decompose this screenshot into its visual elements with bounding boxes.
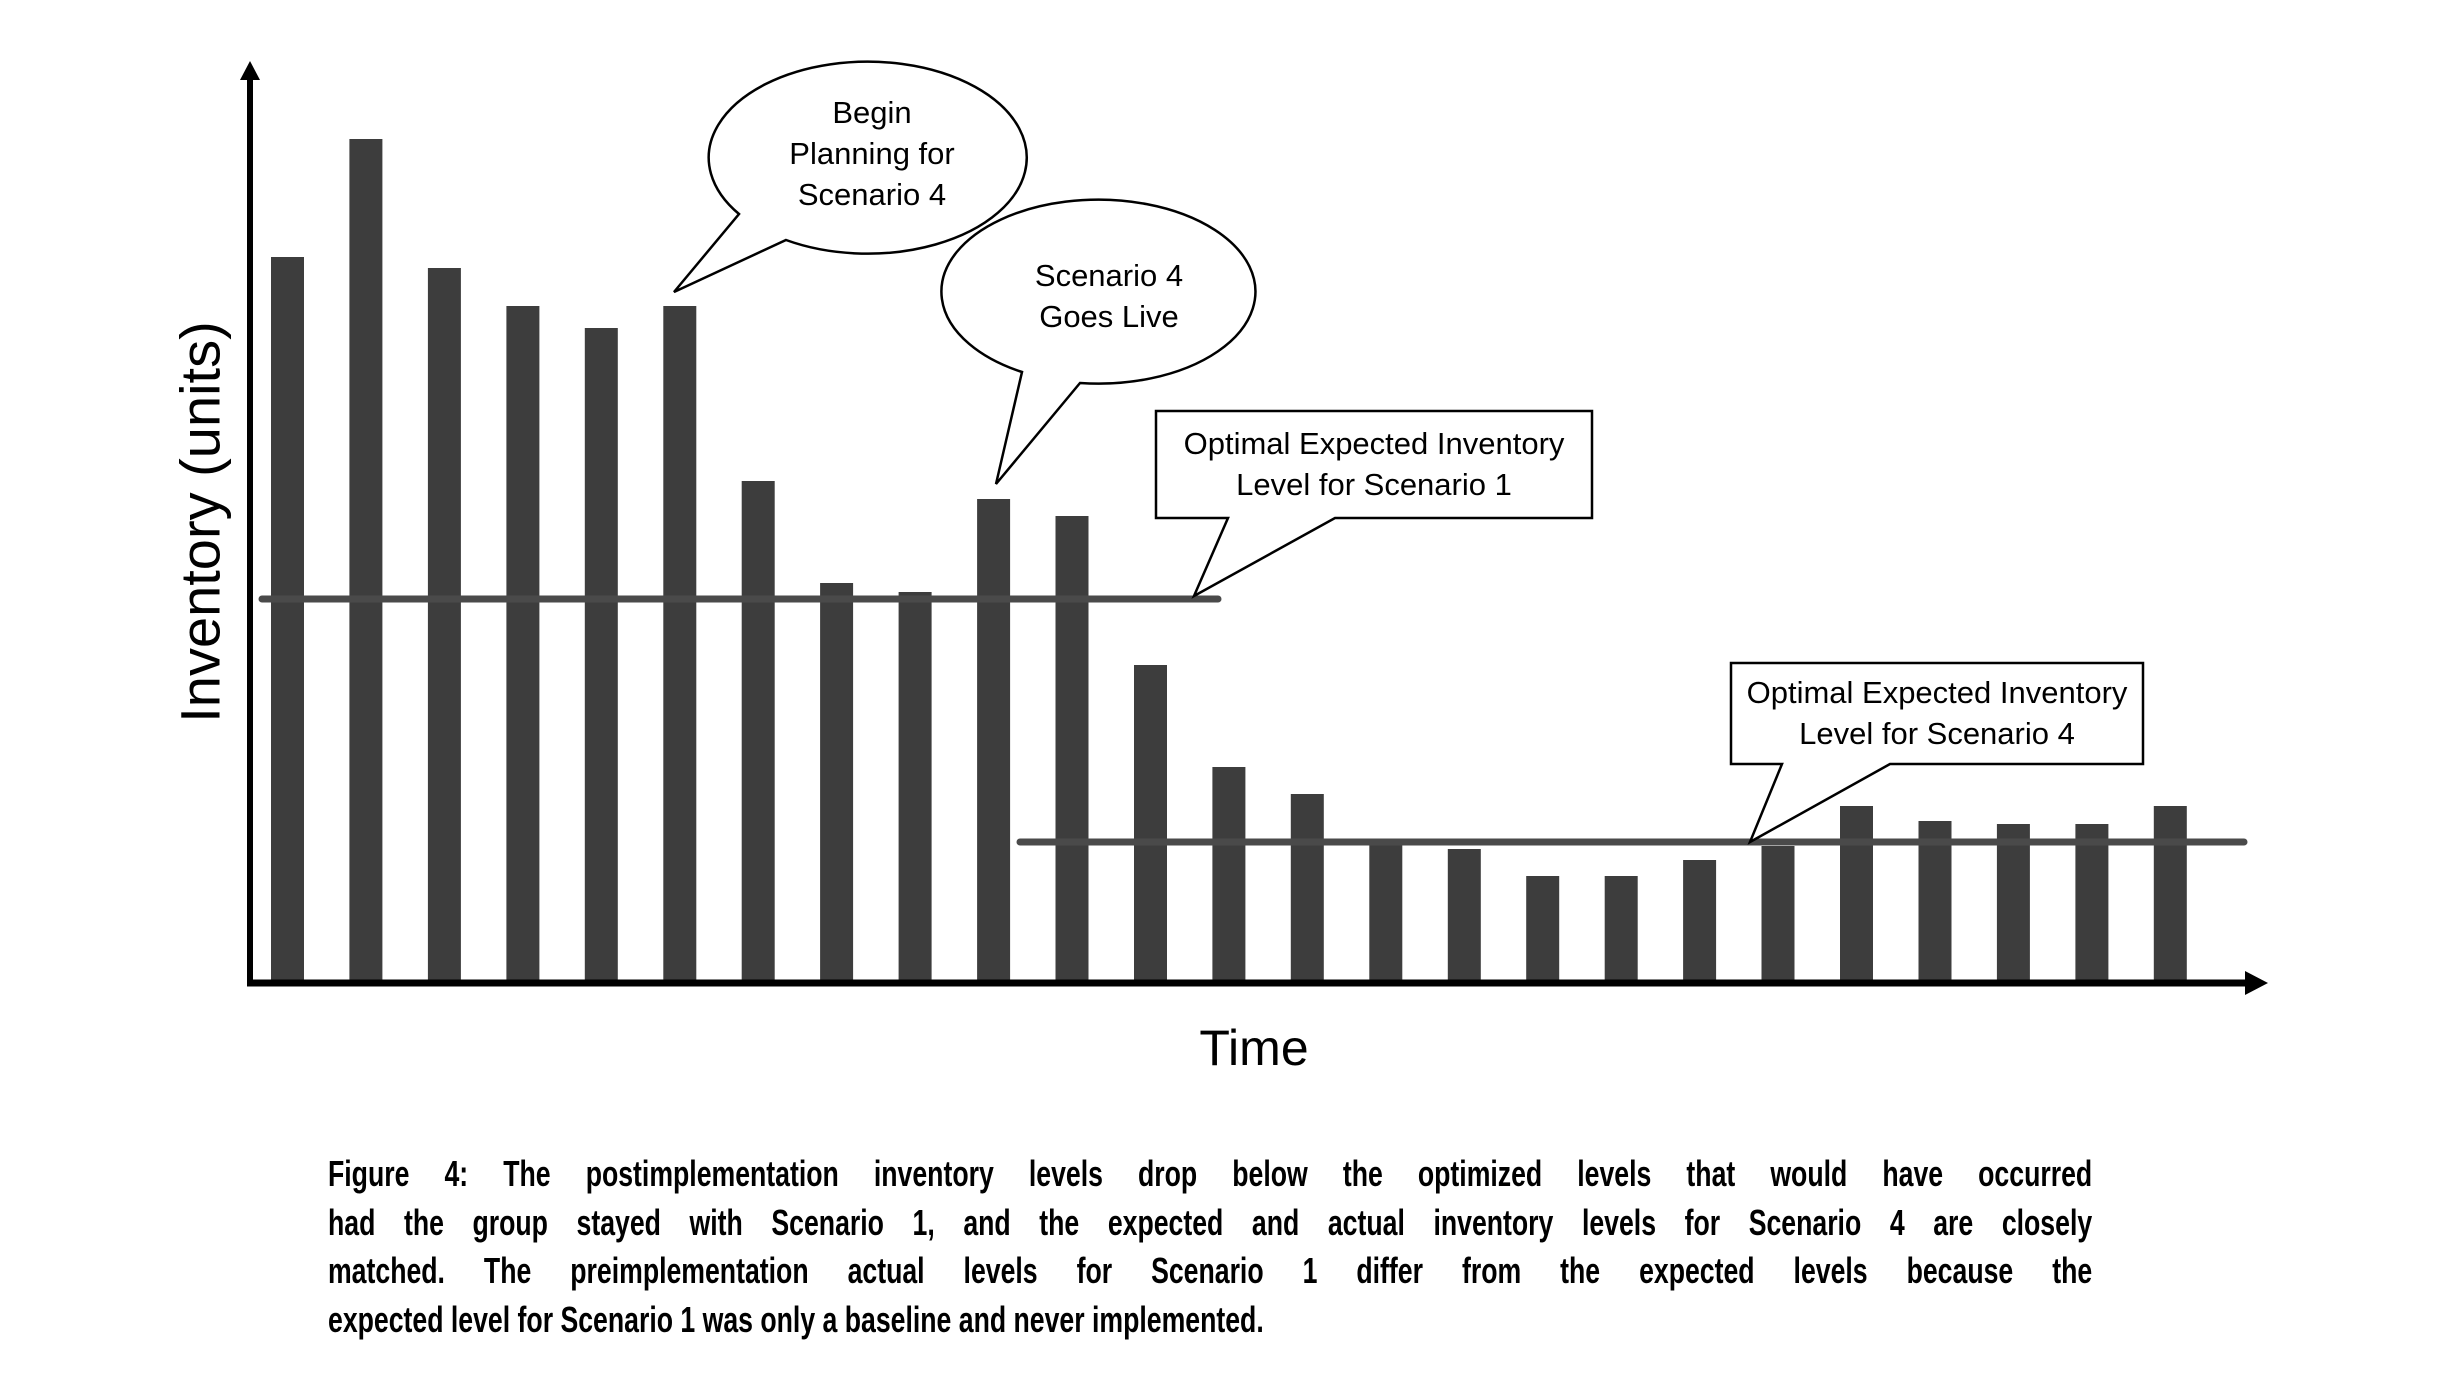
bar — [977, 499, 1011, 980]
bar — [898, 592, 932, 980]
figure-caption: Figure 4: The postimplementation invento… — [328, 1150, 2092, 1344]
bubble-line: Begin — [832, 95, 912, 130]
bar — [584, 328, 618, 980]
bar — [506, 306, 540, 980]
scenario1-callout-box — [1154, 409, 1594, 599]
bar — [1683, 860, 1717, 980]
callout-line: Level for Scenario 1 — [1236, 467, 1512, 502]
scenario4-callout-label: Optimal Expected Inventory Level for Sce… — [1747, 672, 2128, 754]
callout-box-shape — [1729, 661, 2145, 845]
callout-line: Optimal Expected Inventory — [1183, 426, 1565, 461]
caption-line: had the group stayed with Scenario 1, an… — [328, 1201, 2093, 1243]
bar — [1918, 821, 1952, 980]
begin-planning-label: Begin Planning for Scenario 4 — [789, 92, 954, 215]
bar — [1447, 849, 1481, 980]
bubble-line: Scenario 4 — [1034, 258, 1184, 293]
bar — [1996, 824, 2030, 980]
bar — [1840, 806, 1873, 980]
bar — [1134, 665, 1167, 980]
bar — [820, 583, 854, 980]
bar — [1290, 794, 1324, 980]
caption-line: Figure 4: The postimplementation invento… — [328, 1153, 2093, 1194]
bar — [741, 481, 775, 980]
y-axis-arrow-icon — [240, 61, 260, 80]
callout-line: Level for Scenario 4 — [1799, 716, 2075, 751]
goes-live-label: Scenario 4 Goes Live — [1035, 255, 1183, 337]
bar — [1604, 876, 1638, 980]
speech-bubble-shape — [673, 60, 1028, 294]
reference-lines — [258, 595, 2248, 846]
bar — [1526, 876, 1560, 980]
axes — [240, 61, 2268, 995]
bar — [1055, 516, 1089, 980]
begin-planning-bubble — [673, 60, 1028, 294]
bar-series — [271, 139, 2187, 980]
x-axis-arrow-icon — [2245, 971, 2268, 995]
bar — [1761, 846, 1795, 980]
callout-box-shape — [1154, 409, 1594, 599]
bar — [271, 257, 304, 980]
chart-canvas — [240, 60, 2268, 995]
y-axis-label: Inventory (units) — [168, 321, 232, 723]
bubble-line: Goes Live — [1039, 299, 1179, 334]
bar — [1212, 767, 1246, 980]
bar — [349, 139, 383, 980]
bar — [663, 306, 697, 980]
bar — [1369, 845, 1403, 980]
bar — [2153, 806, 2187, 980]
scenario4-callout-box — [1729, 661, 2145, 845]
bubble-line: Scenario 4 — [797, 177, 947, 212]
goes-live-bubble — [940, 198, 1257, 485]
scenario1-callout-label: Optimal Expected Inventory Level for Sce… — [1184, 423, 1565, 505]
bubble-line: Planning for — [789, 136, 955, 171]
x-axis-label: Time — [1199, 1020, 1309, 1076]
bar — [427, 268, 461, 980]
speech-bubble-shape — [940, 198, 1257, 485]
inventory-bar-chart: Begin Planning for Scenario 4 Scenario 4… — [168, 60, 2268, 995]
callout-line: Optimal Expected Inventory — [1746, 675, 2128, 710]
caption-line: expected level for Scenario 1 was only a… — [328, 1298, 1264, 1340]
caption-line: matched. The preimplementation actual le… — [328, 1250, 2093, 1291]
bar — [2075, 824, 2109, 980]
